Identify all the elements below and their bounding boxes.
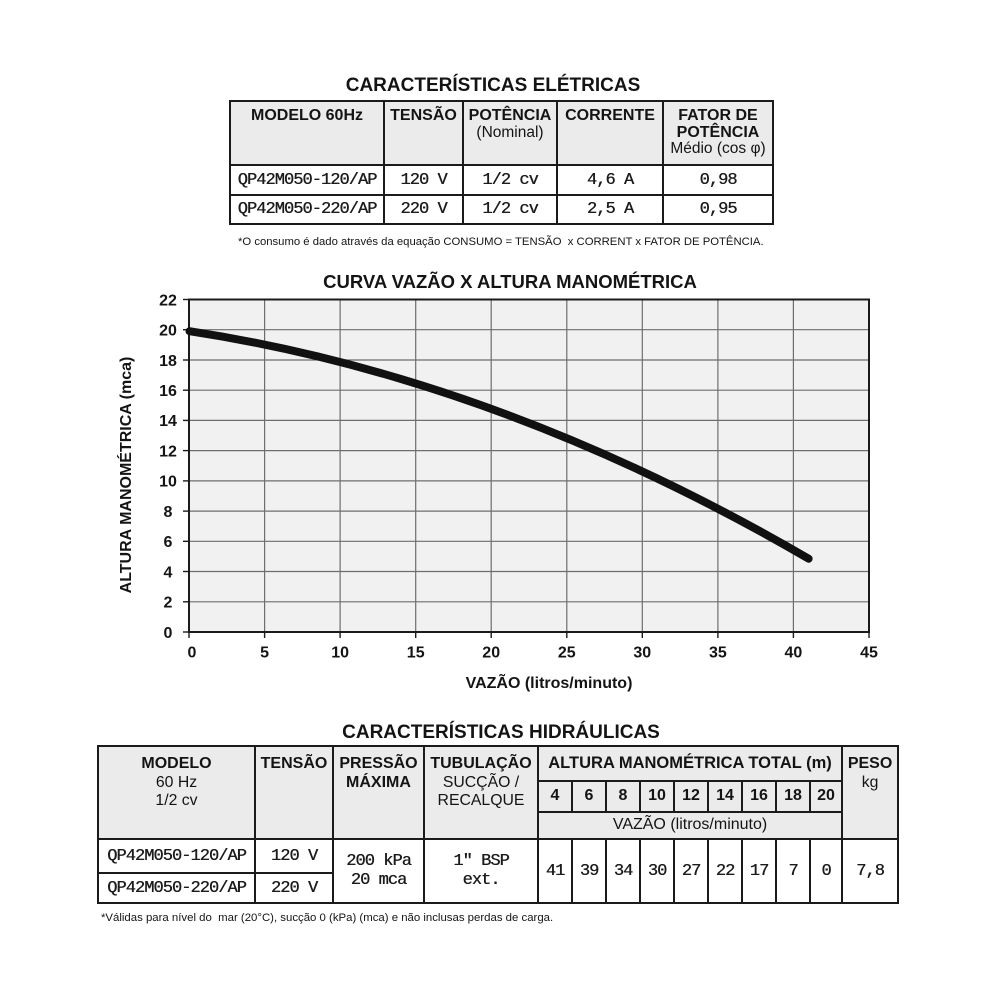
svg-text:5: 5 xyxy=(260,645,269,662)
svg-text:2: 2 xyxy=(164,595,173,612)
svg-text:20: 20 xyxy=(482,645,500,662)
svg-text:16: 16 xyxy=(159,383,177,400)
svg-text:25: 25 xyxy=(558,645,576,662)
svg-text:18: 18 xyxy=(159,353,177,370)
svg-text:8: 8 xyxy=(164,504,173,521)
svg-text:40: 40 xyxy=(785,645,803,662)
svg-text:VAZÃO (litros/minuto): VAZÃO (litros/minuto) xyxy=(466,672,633,692)
svg-text:6: 6 xyxy=(164,534,173,551)
svg-text:0: 0 xyxy=(188,645,197,662)
svg-text:35: 35 xyxy=(709,645,727,662)
svg-text:0: 0 xyxy=(164,625,173,642)
svg-text:15: 15 xyxy=(407,645,425,662)
svg-text:14: 14 xyxy=(159,413,177,430)
svg-text:10: 10 xyxy=(331,645,349,662)
svg-text:22: 22 xyxy=(159,292,177,309)
svg-text:ALTURA MANOMÉTRICA (mca): ALTURA MANOMÉTRICA (mca) xyxy=(116,357,135,594)
svg-text:45: 45 xyxy=(860,645,878,662)
svg-text:10: 10 xyxy=(159,474,177,491)
svg-text:4: 4 xyxy=(164,564,173,581)
svg-text:20: 20 xyxy=(159,323,177,340)
svg-text:30: 30 xyxy=(633,645,651,662)
svg-text:12: 12 xyxy=(159,443,177,460)
